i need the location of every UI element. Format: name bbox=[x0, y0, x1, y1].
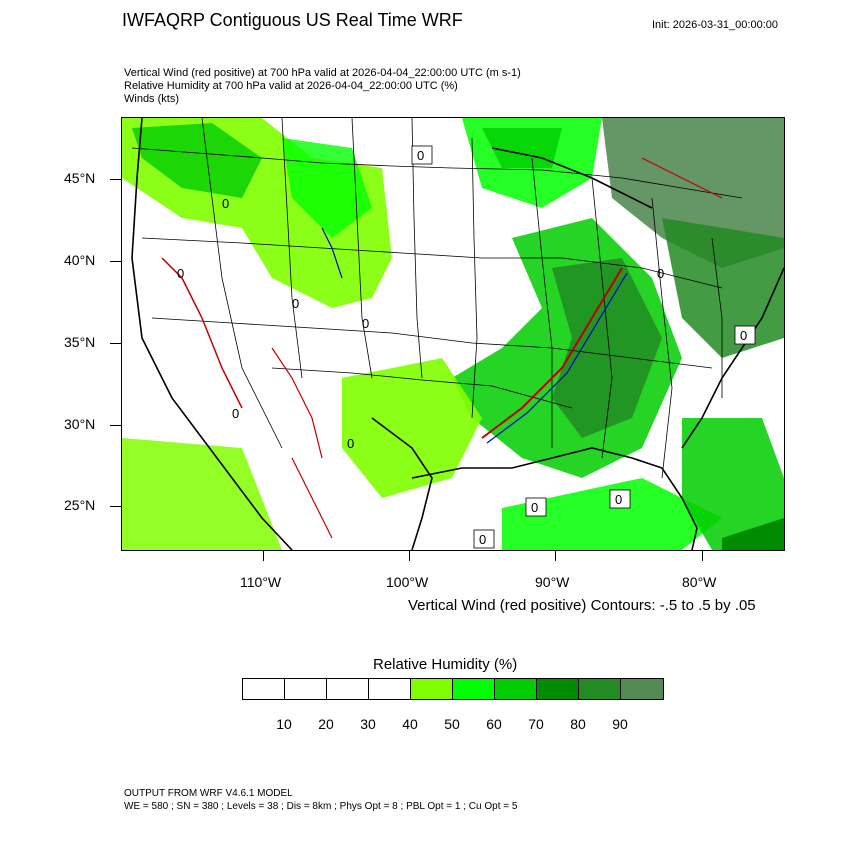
colorbar-label: 70 bbox=[528, 716, 544, 732]
colorbar-box bbox=[621, 679, 663, 699]
vertical-wind-contours bbox=[161, 157, 723, 539]
subtitle-winds: Winds (kts) bbox=[124, 93, 179, 105]
colorbar-box bbox=[285, 679, 327, 699]
lat-label-30: 30°N bbox=[64, 416, 96, 432]
political-boundaries bbox=[131, 118, 743, 479]
lat-label-25: 25°N bbox=[64, 497, 96, 513]
map-graphic: 0 0 0 0 0 0 0 0 0 0 0 0 bbox=[122, 118, 784, 550]
contour-label: 0 bbox=[347, 436, 354, 451]
colorbar-label: 20 bbox=[318, 716, 334, 732]
lat-label-45: 45°N bbox=[64, 170, 96, 186]
colorbar-label: 50 bbox=[444, 716, 460, 732]
lon-label-110w: 110°W bbox=[240, 574, 282, 590]
colorbar-box bbox=[411, 679, 453, 699]
contour-label: 0 bbox=[177, 266, 184, 281]
colorbar-label: 80 bbox=[570, 716, 586, 732]
lon-tick bbox=[702, 551, 703, 561]
contour-label: 0 bbox=[740, 328, 747, 343]
init-time: Init: 2026-03-31_00:00:00 bbox=[652, 19, 778, 31]
lat-tick bbox=[110, 343, 121, 344]
colorbar-box bbox=[495, 679, 537, 699]
footer-model: OUTPUT FROM WRF V4.6.1 MODEL bbox=[124, 788, 293, 799]
colorbar-label: 10 bbox=[276, 716, 292, 732]
contour-label: 0 bbox=[362, 316, 369, 331]
contour-label: 0 bbox=[292, 296, 299, 311]
lat-tick bbox=[110, 425, 121, 426]
colorbar-box bbox=[453, 679, 495, 699]
subtitle-relative-humidity: Relative Humidity at 700 hPa valid at 20… bbox=[124, 80, 458, 92]
lat-tick bbox=[110, 179, 121, 180]
humidity-shading bbox=[122, 118, 784, 550]
contour-zero-labels: 0 0 0 0 0 0 0 0 0 0 0 0 bbox=[177, 145, 756, 549]
lon-label-80w: 80°W bbox=[682, 574, 717, 590]
contour-label: 0 bbox=[417, 148, 424, 163]
lat-label-40: 40°N bbox=[64, 252, 96, 268]
colorbar-label: 30 bbox=[360, 716, 376, 732]
contour-label: 0 bbox=[657, 266, 664, 281]
colorbar-box bbox=[369, 679, 411, 699]
plot-title: IWFAQRP Contiguous US Real Time WRF bbox=[122, 10, 463, 30]
contour-label: 0 bbox=[232, 406, 239, 421]
lat-label-35: 35°N bbox=[64, 334, 96, 350]
colorbar-label: 40 bbox=[402, 716, 418, 732]
lon-tick bbox=[263, 551, 264, 561]
lon-tick bbox=[555, 551, 556, 561]
contour-label: 0 bbox=[531, 500, 538, 515]
humidity-colorbar bbox=[242, 678, 664, 700]
lon-label-100w: 100°W bbox=[386, 574, 429, 590]
contour-label: 0 bbox=[615, 492, 622, 507]
contour-label: 0 bbox=[479, 532, 486, 547]
weather-map: 0 0 0 0 0 0 0 0 0 0 0 0 bbox=[121, 117, 785, 551]
footer-config: WE = 580 ; SN = 380 ; Levels = 38 ; Dis … bbox=[124, 801, 518, 812]
lon-tick bbox=[409, 551, 410, 561]
lat-tick bbox=[110, 261, 121, 262]
colorbar-box bbox=[243, 679, 285, 699]
colorbar-box bbox=[537, 679, 579, 699]
colorbar-title: Relative Humidity (%) bbox=[373, 656, 518, 673]
colorbar-label: 90 bbox=[612, 716, 628, 732]
colorbar-label: 60 bbox=[486, 716, 502, 732]
contour-label: 0 bbox=[222, 196, 229, 211]
colorbar-box bbox=[579, 679, 621, 699]
coastlines bbox=[131, 118, 784, 550]
lat-tick bbox=[110, 506, 121, 507]
subtitle-vertical-wind: Vertical Wind (red positive) at 700 hPa … bbox=[124, 67, 521, 79]
lon-label-90w: 90°W bbox=[535, 574, 570, 590]
colorbar-box bbox=[327, 679, 369, 699]
contour-note: Vertical Wind (red positive) Contours: -… bbox=[408, 597, 756, 614]
